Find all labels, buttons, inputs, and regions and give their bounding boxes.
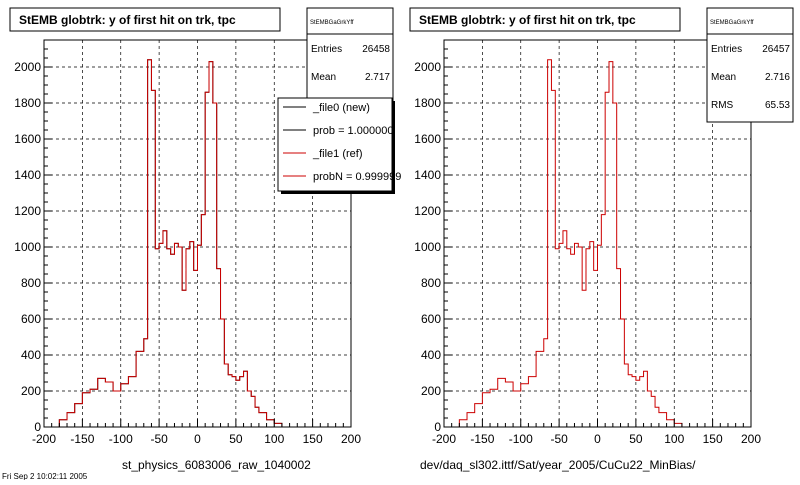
y-tick-label: 400 (21, 348, 41, 362)
x-tick-label: 0 (194, 432, 201, 446)
stats-label: Entries (311, 44, 342, 55)
x-tick-label: 100 (264, 432, 284, 446)
y-tick-label: 800 (21, 276, 41, 290)
x-tick-label: 150 (303, 432, 323, 446)
x-axis-label: st_physics_6083006_raw_1040002 (122, 458, 311, 472)
y-tick-label: 600 (21, 312, 41, 326)
legend-label: _file0 (new) (312, 102, 370, 114)
histogram-panel-2: -200 -150 -100 -50 0 50 100 150 2000200400600800… (409, 7, 794, 472)
x-tick-label: 100 (664, 432, 684, 446)
y-tick-label: 1400 (14, 168, 41, 182)
stats-label: Entries (711, 44, 742, 55)
stats-value: 26458 (362, 44, 390, 55)
y-tick-label: 800 (421, 276, 441, 290)
x-tick-label: -50 (150, 432, 168, 446)
legend-label: _file1 (ref) (312, 148, 363, 160)
y-tick-label: 400 (421, 348, 441, 362)
stats-value: 2.716 (765, 72, 790, 83)
histogram-panel-1: -200 -150 -100 -50 0 50 100 150 2000200400600800… (9, 7, 401, 472)
histogram-series-file1-ref (58, 59, 336, 428)
x-tick-label: 0 (594, 432, 601, 446)
stats-label: Mean (311, 72, 336, 83)
y-tick-label: 1800 (14, 96, 41, 110)
legend-label: probN = 0.999999 (313, 171, 401, 183)
x-axis-label: dev/daq_sl302.ittf/Sat/year_2005/CuCu22_… (420, 458, 696, 472)
histogram-series-line (458, 59, 736, 428)
y-tick-label: 1000 (14, 240, 41, 254)
x-tick-label: 200 (741, 432, 761, 446)
stats-name: StEMBGaGrkYff (710, 20, 754, 26)
x-tick-label: -100 (509, 432, 533, 446)
y-tick-label: 2000 (14, 60, 41, 74)
x-tick-label: 150 (703, 432, 723, 446)
stats-value: 65.53 (765, 100, 790, 111)
x-tick-label: -100 (109, 432, 133, 446)
y-tick-label: 2000 (414, 60, 441, 74)
y-tick-label: 1600 (414, 132, 441, 146)
y-tick-label: 600 (421, 312, 441, 326)
x-tick-label: -150 (470, 432, 494, 446)
x-tick-label: -200 (432, 432, 456, 446)
plot-title: StEMB globtrk: y of first hit on trk, tp… (19, 13, 236, 27)
y-tick-label: 0 (34, 420, 41, 434)
x-tick-label: 50 (629, 432, 643, 446)
plot-title: StEMB globtrk: y of first hit on trk, tp… (419, 13, 636, 27)
y-tick-label: 1200 (14, 204, 41, 218)
y-tick-label: 200 (421, 384, 441, 398)
y-tick-label: 1800 (414, 96, 441, 110)
x-tick-label: 50 (229, 432, 243, 446)
stats-value: 26457 (762, 44, 790, 55)
x-tick-label: -50 (550, 432, 568, 446)
y-tick-label: 1600 (14, 132, 41, 146)
stats-name: StEMBGaGrkYff (310, 20, 354, 26)
y-tick-label: 1400 (414, 168, 441, 182)
x-tick-label: 200 (341, 432, 361, 446)
title-box (9, 7, 281, 32)
x-tick-label: -150 (70, 432, 94, 446)
footer-timestamp: Fri Sep 2 10:02:11 2005 (2, 472, 88, 480)
title-box (409, 7, 681, 32)
y-tick-label: 0 (434, 420, 441, 434)
legend-label: prob = 1.000000 (313, 125, 393, 137)
stats-box (706, 7, 794, 123)
stats-value: 2.717 (365, 72, 390, 83)
stats-label: Mean (711, 72, 736, 83)
y-tick-label: 200 (21, 384, 41, 398)
x-tick-label: -200 (32, 432, 56, 446)
stats-label: RMS (711, 100, 734, 111)
y-tick-label: 1000 (414, 240, 441, 254)
y-tick-label: 1200 (414, 204, 441, 218)
